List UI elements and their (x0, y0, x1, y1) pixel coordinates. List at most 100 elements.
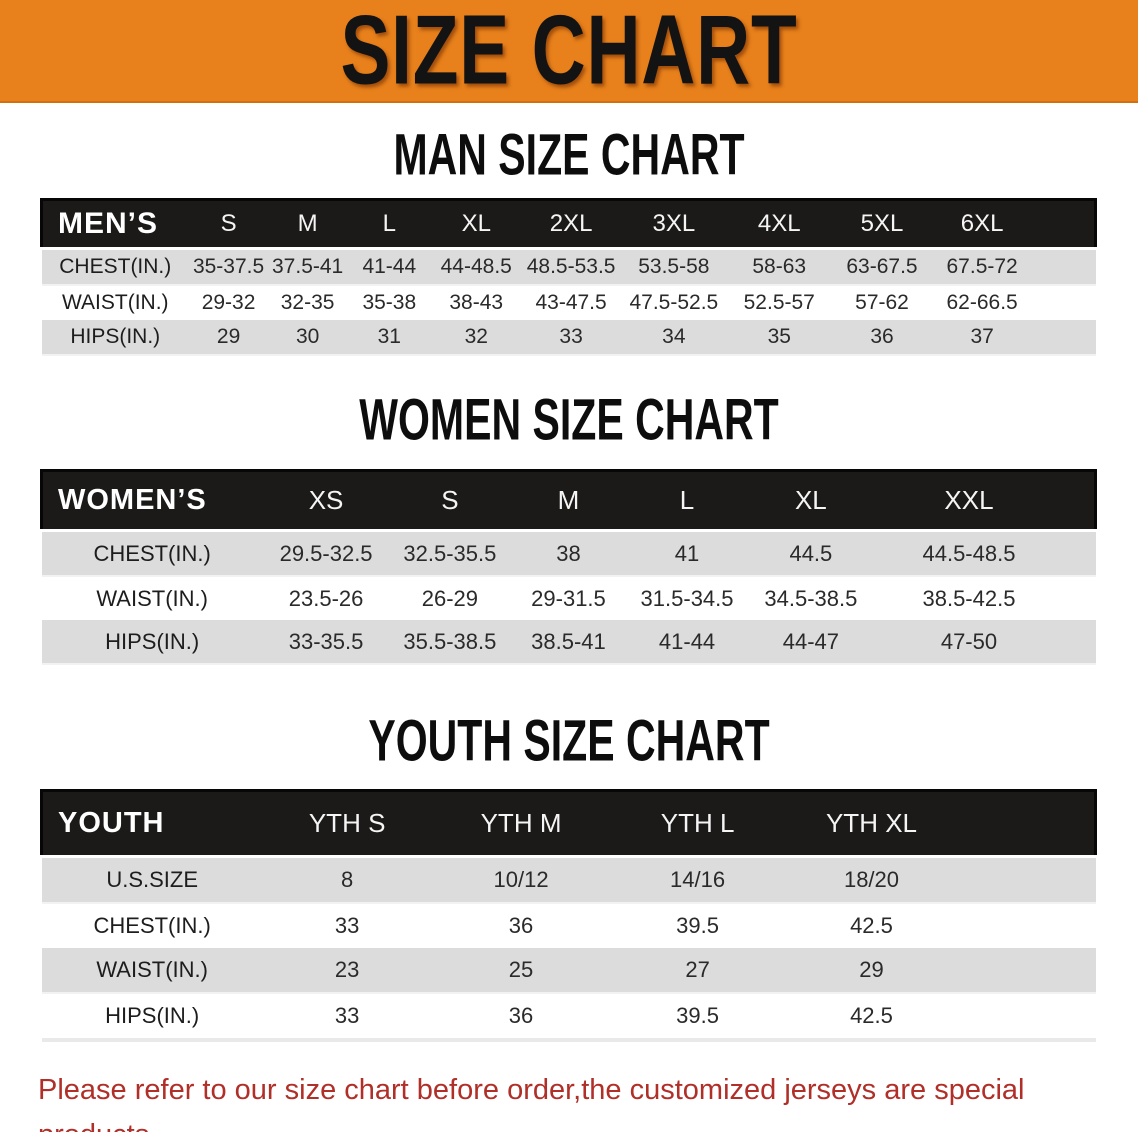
men-col-6xl: 6XL (932, 199, 1033, 249)
size-cell: 26-29 (389, 576, 511, 620)
size-cell: 33 (262, 993, 432, 1040)
size-cell: 32.5-35.5 (389, 529, 511, 577)
row-label: CHEST(IN.) (41, 529, 263, 577)
size-cell: 48.5-53.5 (521, 247, 622, 286)
men-col-2xl: 2XL (521, 199, 622, 249)
women-section-heading-text: WOMEN SIZE CHART (359, 387, 779, 453)
spacer-cell (1032, 199, 1096, 249)
spacer-cell (1032, 247, 1096, 286)
size-cell: 29 (784, 948, 959, 994)
men-col-xl: XL (431, 199, 522, 249)
size-cell: 33 (521, 320, 622, 356)
men-header-row: MEN’S S M L XL 2XL 3XL 4XL 5XL 6XL (41, 199, 1096, 249)
women-hips-row: HIPS(IN.) 33-35.5 35.5-38.5 38.5-41 41-4… (41, 620, 1096, 665)
row-label: WAIST(IN.) (41, 948, 263, 994)
men-hips-row: HIPS(IN.) 29 30 31 32 33 34 35 36 37 (41, 320, 1096, 356)
men-col-3xl: 3XL (621, 199, 727, 249)
youth-header-row: YOUTH YTH S YTH M YTH L YTH XL (41, 790, 1096, 857)
youth-col-l: YTH L (610, 790, 785, 857)
man-section-heading: MAN SIZE CHART (0, 122, 1138, 188)
size-cell: 41 (626, 529, 748, 577)
spacer-cell (1063, 529, 1096, 577)
men-col-5xl: 5XL (831, 199, 933, 249)
size-cell: 35-37.5 (189, 247, 269, 286)
women-col-m: M (510, 470, 627, 531)
size-cell: 38.5-41 (510, 620, 627, 665)
size-cell: 33 (262, 903, 432, 948)
row-label: WAIST(IN.) (41, 285, 190, 320)
size-cell: 57-62 (831, 285, 933, 320)
spacer-cell (958, 948, 1096, 994)
banner-title: SIZE CHART (340, 0, 798, 105)
row-label: CHEST(IN.) (41, 247, 190, 286)
size-cell: 31.5-34.5 (626, 576, 748, 620)
youth-ussize-row: U.S.SIZE 8 10/12 14/16 18/20 (41, 855, 1096, 904)
size-cell: 42.5 (784, 903, 959, 948)
size-cell: 36 (431, 993, 611, 1040)
size-cell: 37 (932, 320, 1033, 356)
size-cell: 44.5 (747, 529, 875, 577)
size-cell: 23 (262, 948, 432, 994)
size-cell: 10/12 (431, 855, 611, 904)
spacer-cell (958, 903, 1096, 948)
women-col-xs: XS (262, 470, 390, 531)
men-corner-label: MEN’S (41, 199, 190, 249)
youth-hips-row: HIPS(IN.) 33 36 39.5 42.5 (41, 993, 1096, 1040)
youth-size-table: YOUTH YTH S YTH M YTH L YTH XL U.S.SIZE … (40, 789, 1097, 1042)
women-section-heading: WOMEN SIZE CHART (0, 387, 1138, 453)
man-section-heading-text: MAN SIZE CHART (393, 122, 745, 188)
size-cell: 34 (621, 320, 727, 356)
order-policy-note: Please refer to our size chart before or… (38, 1068, 1100, 1132)
women-header-row: WOMEN’S XS S M L XL XXL (41, 470, 1096, 531)
size-cell: 39.5 (610, 903, 785, 948)
size-cell: 44-48.5 (431, 247, 522, 286)
size-cell: 14/16 (610, 855, 785, 904)
size-cell: 53.5-58 (621, 247, 727, 286)
size-cell: 44.5-48.5 (874, 529, 1064, 577)
size-cell: 44-47 (747, 620, 875, 665)
size-cell: 31 (347, 320, 432, 356)
size-cell: 39.5 (610, 993, 785, 1040)
women-waist-row: WAIST(IN.) 23.5-26 26-29 29-31.5 31.5-34… (41, 576, 1096, 620)
size-cell: 38-43 (431, 285, 522, 320)
youth-col-xl: YTH XL (784, 790, 959, 857)
women-col-s: S (389, 470, 511, 531)
youth-col-m: YTH M (431, 790, 611, 857)
size-cell: 32-35 (268, 285, 348, 320)
row-label: HIPS(IN.) (41, 320, 190, 356)
youth-section-heading-text: YOUTH SIZE CHART (368, 708, 770, 774)
row-label: CHEST(IN.) (41, 903, 263, 948)
row-label: HIPS(IN.) (41, 993, 263, 1040)
men-waist-row: WAIST(IN.) 29-32 32-35 35-38 38-43 43-47… (41, 285, 1096, 320)
size-cell: 29-31.5 (510, 576, 627, 620)
size-cell: 32 (431, 320, 522, 356)
spacer-cell (1032, 320, 1096, 356)
women-corner-label: WOMEN’S (41, 470, 263, 531)
spacer-cell (958, 790, 1096, 857)
youth-chest-row: CHEST(IN.) 33 36 39.5 42.5 (41, 903, 1096, 948)
spacer-cell (958, 855, 1096, 904)
size-cell: 35-38 (347, 285, 432, 320)
spacer-cell (1063, 576, 1096, 620)
men-col-s: S (189, 199, 269, 249)
size-cell: 47-50 (874, 620, 1064, 665)
size-cell: 43-47.5 (521, 285, 622, 320)
row-label: WAIST(IN.) (41, 576, 263, 620)
size-cell: 25 (431, 948, 611, 994)
size-cell: 29.5-32.5 (262, 529, 390, 577)
size-cell: 67.5-72 (932, 247, 1033, 286)
size-cell: 41-44 (347, 247, 432, 286)
size-cell: 34.5-38.5 (747, 576, 875, 620)
size-cell: 63-67.5 (831, 247, 933, 286)
size-cell: 33-35.5 (262, 620, 390, 665)
size-cell: 29 (189, 320, 269, 356)
size-cell: 37.5-41 (268, 247, 348, 286)
size-cell: 47.5-52.5 (621, 285, 727, 320)
men-col-l: L (347, 199, 432, 249)
men-chest-row: CHEST(IN.) 35-37.5 37.5-41 41-44 44-48.5… (41, 247, 1096, 286)
youth-corner-label: YOUTH (41, 790, 263, 857)
size-cell: 27 (610, 948, 785, 994)
size-cell: 23.5-26 (262, 576, 390, 620)
size-cell: 36 (831, 320, 933, 356)
size-cell: 35 (726, 320, 832, 356)
